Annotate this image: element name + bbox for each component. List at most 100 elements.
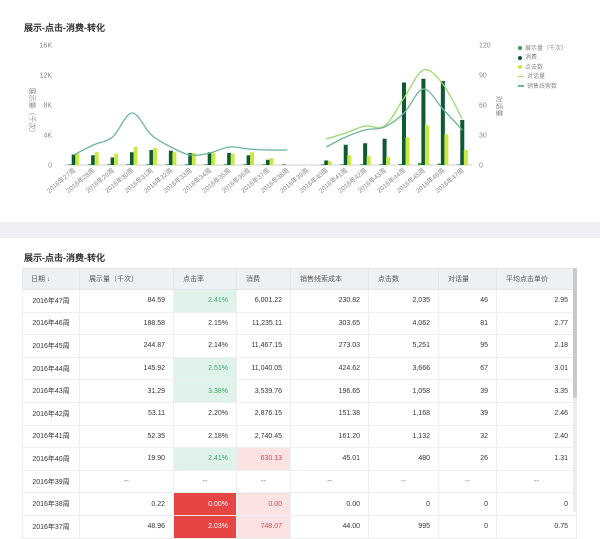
bar-2: [269, 158, 274, 165]
table-body: 2016年47周 84.59 2.41% 6,001.22 230.82 2,035 46 2…: [22, 289, 577, 539]
legend-item[interactable]: 对话量: [518, 73, 567, 82]
table-cell: 196.65: [290, 379, 369, 403]
table-cell: 19.90: [79, 447, 174, 471]
bar-2: [405, 137, 410, 165]
table-scrollbar-thumb[interactable]: [573, 268, 577, 398]
table-cell: 0.75: [496, 514, 577, 539]
bar-1: [440, 81, 445, 165]
column-header[interactable]: 对话量: [438, 268, 497, 290]
line-series-1: [73, 112, 288, 156]
column-header[interactable]: 消费: [236, 268, 291, 290]
table-cell: 3,666: [368, 356, 439, 381]
y-tick-label-right: 60: [479, 103, 487, 110]
bar-0: [243, 164, 248, 165]
column-header[interactable]: 日期 ↓: [22, 268, 80, 290]
y-tick-label-right: 120: [479, 43, 491, 50]
table-cell: 230.82: [290, 289, 369, 313]
table-cell: 2.15%: [173, 311, 237, 336]
table-cell: 84.59: [79, 289, 174, 313]
bar-0: [437, 163, 442, 165]
legend-item[interactable]: 展示量（千次）: [518, 45, 567, 54]
table-cell: 1.31: [496, 447, 577, 471]
column-header[interactable]: 展示量（千次）: [79, 268, 174, 290]
y-axis-title-right: 对话量: [495, 96, 504, 117]
table-cell: 53.11: [79, 401, 174, 426]
bar-1: [188, 153, 193, 165]
table-cell: 161.20: [290, 424, 369, 449]
table-row: 2016年42周 53.11 2.20% 2,876.15 151.38 1,168 39 2…: [22, 401, 577, 426]
table-cell: 2016年46周: [22, 311, 80, 336]
bar-0: [320, 164, 325, 165]
table-row: 2016年46周 188.58 2.15% 11,235.11 303.65 4,062 8…: [22, 311, 577, 336]
bar-0: [184, 164, 189, 165]
table-cell: --: [173, 469, 237, 494]
table-cell: 0: [438, 492, 497, 516]
y-tick-label-right: 0: [479, 163, 483, 170]
bar-2: [386, 156, 391, 165]
table-cell: 0.00: [290, 492, 369, 516]
table-cell: 2.95: [496, 289, 577, 313]
column-header[interactable]: 点击数: [368, 268, 439, 290]
table-cell: 39: [438, 401, 497, 426]
y-axis-title-left: 展示量（千次）: [28, 88, 37, 137]
table-cell: 2.41%: [173, 289, 237, 313]
bar-0: [398, 163, 403, 165]
table-cell: 52.35: [79, 424, 174, 449]
bar-1: [343, 144, 348, 165]
table-cell: 11,235.11: [236, 311, 291, 336]
table-row: 2016年41周 52.35 2.18% 2,740.45 161.20 1,132 32 2…: [22, 424, 577, 449]
table-cell: --: [496, 469, 577, 494]
legend-item[interactable]: 点击数: [518, 64, 567, 73]
table-cell: 1,132: [368, 424, 439, 449]
table-row: 2016年45周 244.87 2.14% 11,467.15 273.03 5,251 9…: [22, 334, 577, 358]
y-tick-label-left: 4K: [43, 133, 52, 140]
bar-0: [281, 164, 286, 165]
bar-2: [424, 125, 429, 165]
table-cell: 11,467.15: [236, 334, 291, 358]
column-header[interactable]: 点击率: [173, 268, 237, 290]
legend-label: 销售线索数: [527, 83, 558, 90]
line-series-1: [325, 88, 463, 148]
bar-1: [460, 120, 465, 165]
column-header[interactable]: 平均点击单价: [496, 268, 577, 290]
bar-1: [382, 138, 387, 165]
bar-1: [266, 159, 270, 165]
legend-item[interactable]: 销售线索数: [518, 83, 567, 92]
table-header-row: 日期 ↓ 展示量（千次） 点击率 消费 销售线索成本 点击数 对话量 平均点击单价: [22, 268, 577, 290]
bar-1: [130, 152, 134, 165]
y-tick-label-right: 90: [479, 73, 487, 80]
bar-0: [145, 164, 150, 165]
table-cell: 2016年45周: [22, 334, 80, 358]
bar-2: [366, 156, 371, 165]
table-scrollbar[interactable]: [573, 268, 577, 512]
bar-1: [207, 152, 212, 165]
bar-1: [363, 143, 368, 165]
bar-2: [444, 134, 449, 165]
data-table: 日期 ↓ 展示量（千次） 点击率 消费 销售线索成本 点击数 对话量 平均点击单价 2016年…: [22, 268, 577, 539]
table-cell: 44.00: [290, 514, 369, 539]
table-cell: 45.01: [290, 447, 369, 471]
table-row: 2016年39周 -- -- -- -- -- -- --: [22, 469, 577, 494]
bar-1: [227, 153, 232, 165]
bar-2: [327, 161, 332, 165]
table-cell: 2016年42周: [22, 401, 80, 426]
table-cell: --: [79, 469, 174, 494]
combo-chart: 展示量（千次） 对话量 04K8K12K16K03060901202016年27…: [28, 43, 504, 195]
bar-0: [107, 164, 112, 165]
y-tick-label-left: 0: [48, 163, 52, 170]
y-tick-label-left: 12K: [40, 73, 53, 80]
table-cell: 46: [438, 289, 497, 313]
legend-label: 点击数: [525, 64, 544, 71]
table-cell: 2.77: [496, 311, 577, 336]
bar-2: [211, 153, 216, 165]
chart-legend: 展示量（千次） 消费 点击数对话量 销售线索数: [518, 45, 567, 92]
legend-item[interactable]: 消费: [518, 54, 567, 63]
y-tick-label-left: 16K: [40, 43, 53, 50]
table-cell: 2016年39周: [22, 469, 80, 494]
table-row: 2016年37周 48.96 2.03% 748.07 44.00 995 0 0.75: [22, 514, 577, 539]
table-cell: 2.18: [496, 334, 577, 358]
table-cell: 26: [438, 447, 497, 471]
column-header[interactable]: 销售线索成本: [290, 268, 369, 290]
table-cell: 2,876.15: [236, 401, 291, 426]
table-row: 2016年40周 19.90 2.41% 630.13 45.01 480 26 1.31: [22, 447, 577, 471]
